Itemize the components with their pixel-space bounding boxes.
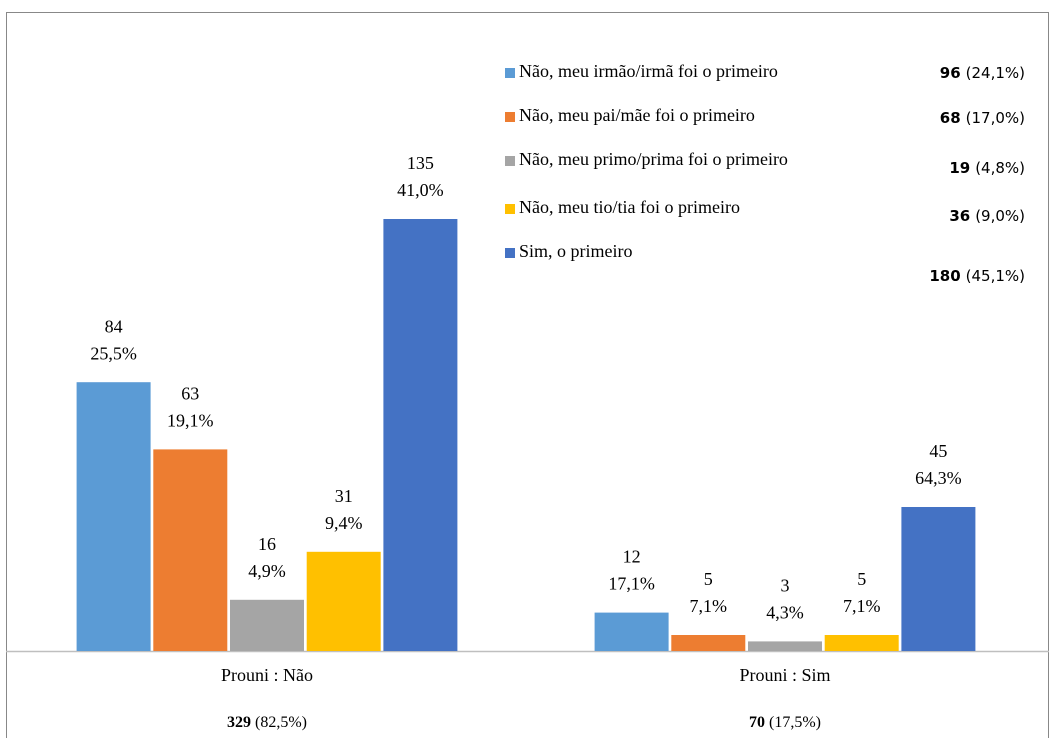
legend-swatch	[505, 248, 515, 258]
bar	[230, 599, 304, 651]
legend-total-count: 96	[940, 64, 961, 82]
category-total-count: 329	[227, 714, 251, 731]
bar	[383, 219, 458, 651]
data-label: 84	[105, 316, 123, 336]
data-label: 5	[704, 569, 713, 589]
data-label-share: 41,0%	[397, 180, 444, 200]
bar	[901, 507, 976, 651]
bar	[153, 449, 228, 651]
legend-total: 96 (24,1%)	[940, 64, 1025, 82]
bar	[76, 382, 151, 651]
x-tick-label: Prouni : Sim	[739, 665, 830, 685]
bar	[306, 551, 381, 651]
chart-frame	[6, 12, 1049, 738]
data-label: 12	[623, 547, 641, 567]
legend-swatch	[505, 204, 515, 214]
legend-total: 68 (17,0%)	[940, 109, 1025, 127]
data-label-share: 7,1%	[690, 596, 728, 616]
data-label: 63	[181, 384, 199, 404]
data-label: 45	[929, 441, 947, 461]
bar	[824, 635, 899, 651]
data-label-share: 4,3%	[766, 603, 804, 623]
legend-total-share: (45,1%)	[966, 267, 1025, 285]
legend-label: Não, meu pai/mãe foi o primeiro	[519, 105, 755, 125]
data-label: 16	[258, 534, 276, 554]
legend-total: 36 (9,0%)	[949, 207, 1025, 225]
legend-total-share: (4,8%)	[975, 159, 1025, 177]
category-total-share: (82,5%)	[255, 714, 307, 731]
legend-total-share: (9,0%)	[975, 207, 1025, 225]
data-label: 135	[407, 153, 434, 173]
legend-total-count: 180	[929, 267, 960, 285]
legend-swatch	[505, 156, 515, 166]
data-label: 5	[857, 569, 866, 589]
legend-total-share: (17,0%)	[966, 109, 1025, 127]
data-label-share: 7,1%	[843, 596, 881, 616]
legend-total-share: (24,1%)	[966, 64, 1025, 82]
legend-total: 19 (4,8%)	[949, 159, 1025, 177]
category-total-share: (17,5%)	[769, 714, 821, 731]
bar	[748, 641, 822, 651]
data-label: 31	[335, 486, 353, 506]
legend-total: 180 (45,1%)	[929, 267, 1025, 285]
bar	[671, 635, 746, 651]
x-tick-label: Prouni : Não	[221, 665, 313, 685]
data-label-share: 17,1%	[608, 574, 655, 594]
data-label-share: 4,9%	[248, 561, 286, 581]
category-total: 329 (82,5%)	[227, 714, 307, 731]
legend-total-count: 19	[949, 159, 970, 177]
legend-swatch	[505, 112, 515, 122]
legend-label: Não, meu primo/prima foi o primeiro	[519, 149, 788, 169]
data-label-share: 64,3%	[915, 468, 962, 488]
legend-label: Não, meu irmão/irmã foi o primeiro	[519, 61, 778, 81]
bar	[594, 612, 669, 651]
legend-swatch	[505, 68, 515, 78]
data-label-share: 9,4%	[325, 513, 363, 533]
legend-label: Sim, o primeiro	[519, 241, 633, 261]
data-label-share: 19,1%	[167, 411, 214, 431]
category-total-count: 70	[749, 714, 765, 731]
legend-total-count: 36	[949, 207, 970, 225]
category-total: 70 (17,5%)	[749, 714, 821, 731]
legend-total-count: 68	[940, 109, 961, 127]
data-label-share: 25,5%	[90, 343, 137, 363]
data-label: 3	[781, 576, 790, 596]
legend-label: Não, meu tio/tia foi o primeiro	[519, 197, 740, 217]
